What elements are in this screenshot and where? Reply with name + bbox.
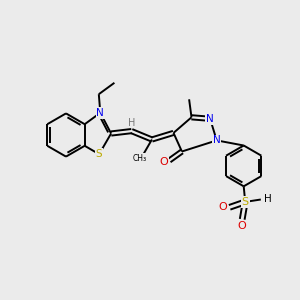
Text: O: O (238, 221, 247, 231)
Text: H: H (128, 118, 136, 128)
Text: H: H (264, 194, 272, 204)
Text: O: O (219, 202, 227, 212)
Text: S: S (96, 149, 102, 159)
Text: S: S (242, 197, 249, 207)
Text: N: N (96, 108, 104, 118)
Text: CH₃: CH₃ (132, 154, 146, 163)
Text: N: N (206, 114, 214, 124)
Text: O: O (160, 157, 168, 167)
Text: N: N (213, 135, 220, 146)
